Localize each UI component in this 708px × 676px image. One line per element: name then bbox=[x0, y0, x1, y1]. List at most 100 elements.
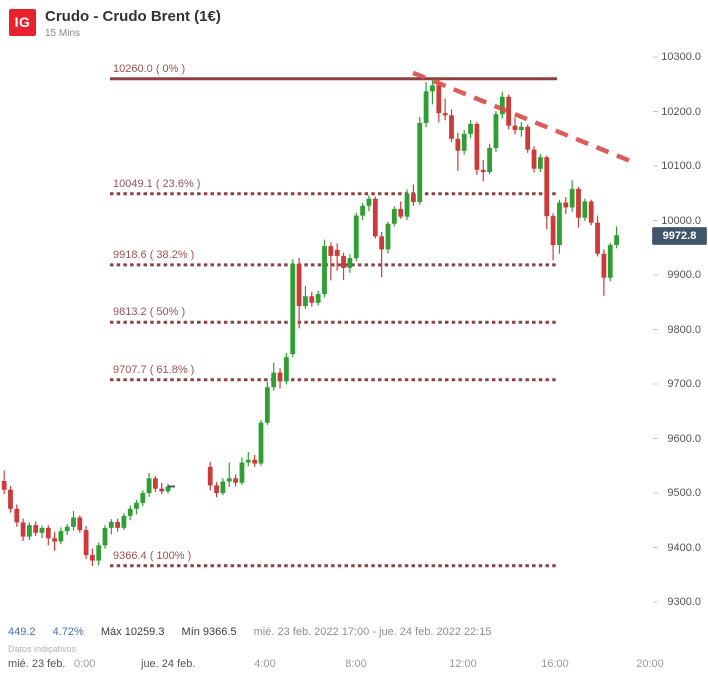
candle[interactable] bbox=[582, 201, 588, 218]
candle[interactable] bbox=[165, 486, 171, 492]
candle[interactable] bbox=[341, 255, 346, 268]
candle[interactable] bbox=[614, 235, 619, 246]
current-price-badge: 9972.8 bbox=[652, 227, 707, 245]
candle[interactable] bbox=[601, 253, 607, 278]
candle[interactable] bbox=[474, 124, 480, 170]
candle[interactable] bbox=[461, 133, 467, 151]
candle[interactable] bbox=[607, 245, 613, 278]
candle[interactable] bbox=[45, 527, 51, 539]
candle[interactable] bbox=[252, 459, 258, 464]
candle[interactable] bbox=[90, 555, 95, 561]
candle[interactable] bbox=[322, 246, 327, 295]
candle[interactable] bbox=[544, 157, 550, 217]
candle[interactable] bbox=[436, 85, 442, 114]
candle[interactable] bbox=[417, 122, 423, 202]
candle[interactable] bbox=[58, 531, 64, 542]
candle[interactable] bbox=[379, 236, 385, 250]
candle[interactable] bbox=[284, 357, 289, 382]
candle[interactable] bbox=[290, 264, 296, 355]
candle[interactable] bbox=[563, 202, 569, 208]
candle[interactable] bbox=[239, 462, 245, 483]
candle[interactable] bbox=[233, 478, 238, 483]
candle[interactable] bbox=[20, 522, 26, 537]
candle[interactable] bbox=[309, 296, 315, 303]
candle[interactable] bbox=[398, 209, 404, 217]
candle[interactable] bbox=[52, 538, 57, 542]
candle[interactable] bbox=[146, 478, 152, 493]
candle[interactable] bbox=[538, 157, 543, 169]
candle[interactable] bbox=[385, 223, 391, 250]
change-percent: 4.72% bbox=[52, 626, 84, 638]
candle[interactable] bbox=[595, 222, 600, 254]
candle[interactable] bbox=[277, 372, 283, 382]
candle[interactable] bbox=[296, 264, 302, 307]
candle[interactable] bbox=[442, 113, 448, 116]
candle[interactable] bbox=[328, 246, 334, 256]
max-value: Máx 10259.3 bbox=[100, 626, 165, 638]
candle[interactable] bbox=[366, 198, 372, 206]
candle[interactable] bbox=[39, 527, 45, 533]
candle[interactable] bbox=[153, 478, 158, 489]
y-axis-label: 9500.0 bbox=[667, 487, 701, 499]
candle[interactable] bbox=[353, 215, 359, 259]
candle[interactable] bbox=[512, 125, 518, 131]
candle[interactable] bbox=[372, 198, 378, 237]
candle[interactable] bbox=[102, 527, 108, 546]
candle[interactable] bbox=[77, 517, 83, 531]
candle[interactable] bbox=[576, 188, 581, 218]
candle[interactable] bbox=[449, 115, 454, 139]
candle[interactable] bbox=[588, 201, 594, 223]
candle[interactable] bbox=[315, 294, 321, 303]
candle[interactable] bbox=[303, 296, 308, 307]
candle[interactable] bbox=[430, 85, 435, 92]
candle[interactable] bbox=[347, 258, 353, 268]
candle[interactable] bbox=[27, 525, 32, 537]
timeframe-label[interactable]: 15 Mins bbox=[45, 28, 81, 39]
candle[interactable] bbox=[115, 521, 120, 528]
candle[interactable] bbox=[83, 530, 89, 556]
candle[interactable] bbox=[226, 478, 232, 482]
candle[interactable] bbox=[33, 525, 39, 533]
candle[interactable] bbox=[140, 493, 146, 503]
candle[interactable] bbox=[159, 488, 165, 492]
candle[interactable] bbox=[127, 508, 133, 516]
candle[interactable] bbox=[506, 96, 512, 126]
candle[interactable] bbox=[14, 508, 20, 523]
candle[interactable] bbox=[207, 466, 213, 486]
candle[interactable] bbox=[258, 422, 264, 464]
candle[interactable] bbox=[64, 526, 70, 532]
candle[interactable] bbox=[134, 502, 139, 509]
candle[interactable] bbox=[499, 96, 505, 115]
candle[interactable] bbox=[569, 188, 575, 208]
candle[interactable] bbox=[518, 126, 524, 131]
candle[interactable] bbox=[121, 515, 127, 528]
candle[interactable] bbox=[220, 481, 226, 493]
candle[interactable] bbox=[264, 387, 270, 423]
candle[interactable] bbox=[423, 91, 429, 123]
candle[interactable] bbox=[531, 149, 537, 169]
candle[interactable] bbox=[108, 521, 114, 528]
candle[interactable] bbox=[214, 485, 219, 493]
candle[interactable] bbox=[557, 202, 562, 246]
candle[interactable] bbox=[360, 205, 365, 216]
candle[interactable] bbox=[8, 489, 13, 509]
candle[interactable] bbox=[334, 249, 340, 256]
candle[interactable] bbox=[391, 209, 397, 224]
candle[interactable] bbox=[271, 372, 277, 388]
candle[interactable] bbox=[550, 216, 556, 246]
candle[interactable] bbox=[411, 193, 416, 202]
candle[interactable] bbox=[525, 126, 531, 150]
trendline[interactable] bbox=[412, 70, 637, 166]
candle[interactable] bbox=[493, 114, 499, 149]
y-axis-label: 9600.0 bbox=[667, 432, 701, 445]
candle[interactable] bbox=[245, 459, 251, 463]
candle[interactable] bbox=[480, 169, 486, 172]
candle[interactable] bbox=[487, 148, 492, 172]
candle[interactable] bbox=[455, 138, 461, 151]
candle[interactable] bbox=[468, 124, 473, 134]
candle[interactable] bbox=[96, 545, 102, 561]
candle[interactable] bbox=[1, 481, 7, 490]
candle[interactable] bbox=[404, 193, 410, 217]
candle[interactable] bbox=[71, 517, 76, 527]
